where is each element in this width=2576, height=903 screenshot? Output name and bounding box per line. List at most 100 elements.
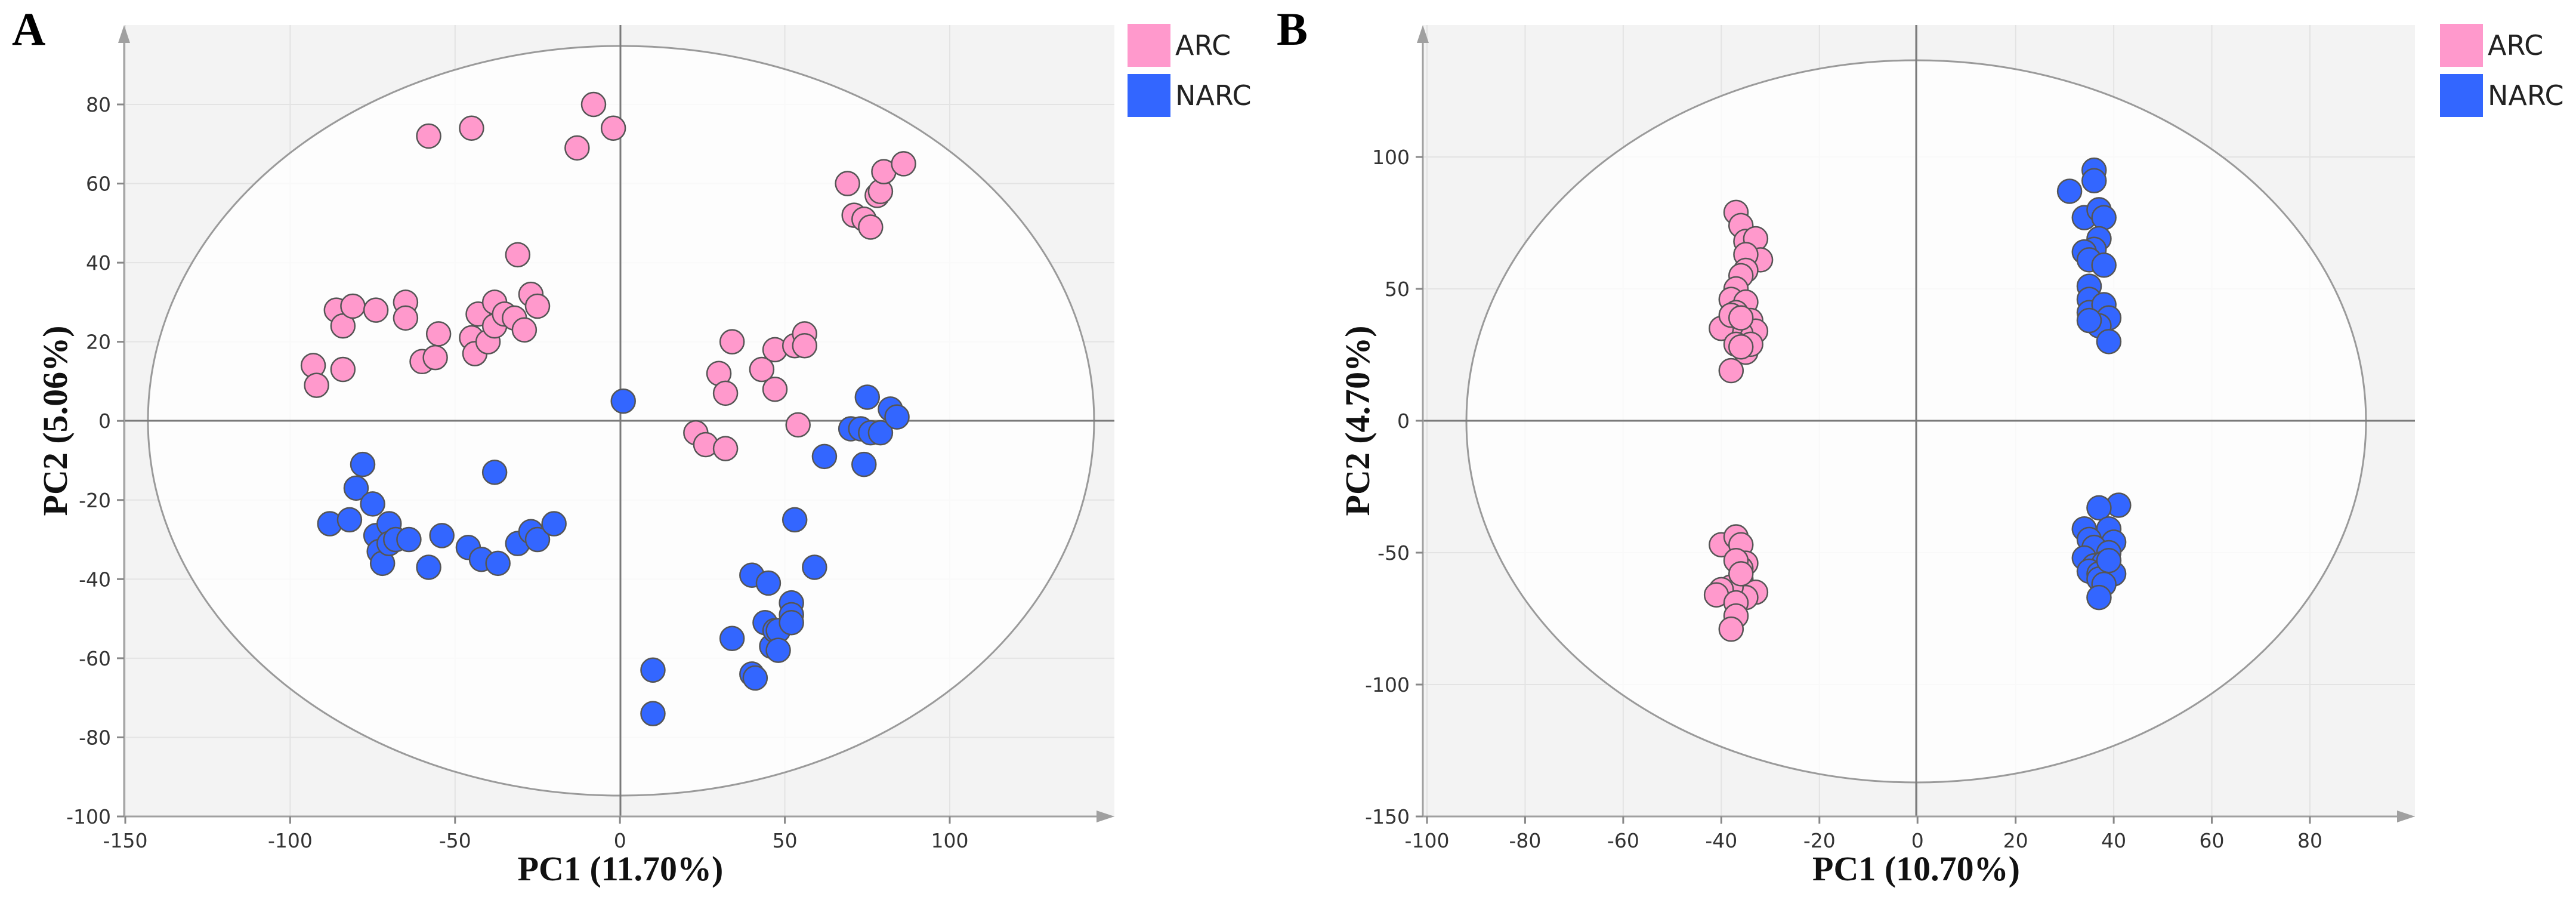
arc-data-point: [511, 317, 538, 343]
panel-letter: B: [1277, 3, 1308, 55]
arc-data-point: [524, 293, 551, 319]
x-tick-label: -150: [103, 829, 148, 852]
narc-data-point: [2086, 495, 2112, 521]
arc-data-point: [1728, 334, 1754, 360]
narc-data-point: [541, 511, 567, 537]
narc-data-point: [802, 554, 827, 580]
x-axis-title: PC1 (11.70%): [518, 849, 724, 888]
x-tick-label: 40: [2101, 829, 2126, 852]
narc-data-point: [2091, 205, 2117, 230]
y-tick-label: -100: [1365, 673, 1410, 696]
y-tick-label: 0: [98, 409, 111, 433]
arc-data-point: [712, 436, 739, 461]
arc-data-point: [1718, 616, 1744, 642]
y-axis-arrow: [1417, 25, 1429, 43]
arc-data-point: [762, 376, 788, 402]
legend-label-arc: ARC: [2488, 29, 2543, 61]
arc-data-point: [1718, 357, 1744, 384]
x-tick-label: -60: [1607, 829, 1639, 852]
arc-data-point: [785, 412, 811, 438]
x-axis-title: PC1 (10.70%): [1812, 849, 2020, 888]
arc-data-point: [422, 344, 448, 371]
arc-data-point: [712, 380, 739, 406]
y-tick-label: 0: [1397, 409, 1410, 433]
narc-data-point: [360, 491, 385, 517]
x-tick-label: 0: [614, 829, 626, 852]
narc-data-point: [2086, 584, 2112, 611]
panel-b-chart: B-100 -80 -60 -40 -20 0 20 40 60 80-150-100-50050…: [1277, 3, 2564, 888]
arc-data-point: [393, 305, 419, 331]
y-tick-label: 100: [1372, 146, 1410, 169]
x-tick-label: 0: [1911, 829, 1924, 852]
legend-swatch-arc: [2440, 24, 2483, 67]
x-tick-label: 60: [2200, 829, 2225, 852]
legend-label-arc: ARC: [1175, 29, 1231, 61]
legend-label-narc: NARC: [2488, 79, 2564, 112]
narc-data-point: [2081, 168, 2107, 194]
narc-data-point: [782, 507, 808, 533]
arc-data-point: [363, 297, 389, 323]
x-tick-label: -80: [1509, 829, 1541, 852]
y-axis-arrow: [118, 25, 130, 43]
narc-data-point: [2096, 329, 2122, 355]
narc-data-point: [854, 384, 881, 410]
arc-data-point: [505, 242, 531, 268]
narc-data-point: [396, 526, 422, 553]
arc-data-point: [858, 214, 884, 240]
arc-data-point: [459, 115, 484, 141]
arc-data-point: [1728, 561, 1754, 587]
narc-data-point: [2076, 307, 2102, 334]
narc-data-point: [867, 420, 894, 446]
arc-data-point: [749, 356, 775, 383]
narc-data-point: [336, 507, 363, 533]
narc-data-point: [524, 526, 551, 553]
arc-data-point: [891, 151, 916, 177]
narc-data-point: [610, 388, 636, 414]
narc-data-point: [343, 475, 369, 501]
narc-data-point: [851, 451, 877, 477]
narc-data-point: [2091, 252, 2117, 278]
y-tick-label: 20: [86, 331, 111, 354]
legend-swatch-narc: [1128, 74, 1170, 117]
arc-data-point: [564, 135, 590, 161]
narc-data-point: [416, 554, 441, 580]
narc-data-point: [765, 637, 791, 663]
y-tick-label: -20: [79, 489, 111, 512]
legend-swatch-arc: [1128, 24, 1170, 67]
legend-swatch-narc: [2440, 74, 2483, 117]
y-axis-title: PC2 (5.06%): [36, 326, 75, 516]
arc-data-point: [719, 329, 745, 355]
arc-data-point: [1728, 305, 1754, 331]
arc-data-point: [600, 115, 626, 141]
y-tick-label: 60: [86, 172, 111, 196]
panel-letter: A: [12, 3, 45, 55]
narc-data-point: [350, 451, 376, 477]
y-axis-title: PC2 (4.70%): [1338, 326, 1377, 516]
y-tick-label: -150: [1365, 805, 1410, 828]
arc-data-point: [416, 123, 441, 149]
x-tick-label: -100: [268, 829, 313, 852]
y-tick-label: -80: [79, 726, 111, 749]
y-tick-label: -50: [1377, 541, 1410, 565]
arc-data-point: [304, 372, 329, 398]
narc-data-point: [779, 609, 804, 636]
x-tick-label: -50: [439, 829, 471, 852]
arc-data-point: [580, 91, 607, 118]
x-tick-label: -20: [1803, 829, 1836, 852]
y-tick-label: -40: [79, 568, 111, 591]
x-tick-label: 50: [773, 829, 798, 852]
x-tick-label: 80: [2297, 829, 2322, 852]
legend-label-narc: NARC: [1175, 79, 1252, 112]
narc-data-point: [884, 404, 910, 430]
narc-data-point: [742, 665, 768, 691]
narc-data-point: [640, 657, 666, 683]
narc-data-point: [811, 443, 838, 470]
arc-data-point: [340, 293, 366, 319]
narc-data-point: [755, 570, 782, 596]
narc-data-point: [640, 701, 666, 726]
narc-data-point: [2056, 178, 2083, 204]
arc-data-point: [792, 333, 818, 359]
y-tick-label: -100: [66, 805, 111, 828]
y-tick-label: 50: [1385, 278, 1410, 301]
